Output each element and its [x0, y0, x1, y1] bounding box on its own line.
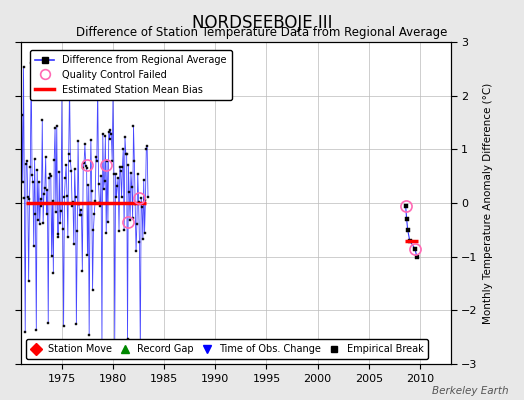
- Text: Difference of Station Temperature Data from Regional Average: Difference of Station Temperature Data f…: [77, 26, 447, 39]
- Text: NORDSEEBOJE III: NORDSEEBOJE III: [192, 14, 332, 32]
- Legend: Station Move, Record Gap, Time of Obs. Change, Empirical Break: Station Move, Record Gap, Time of Obs. C…: [26, 340, 428, 359]
- Text: Berkeley Earth: Berkeley Earth: [432, 386, 508, 396]
- Y-axis label: Monthly Temperature Anomaly Difference (°C): Monthly Temperature Anomaly Difference (…: [483, 82, 493, 324]
